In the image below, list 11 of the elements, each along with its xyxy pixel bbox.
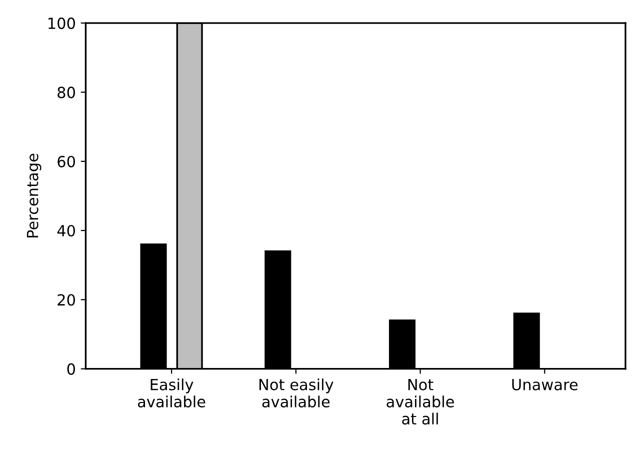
x-tick-label: Unaware [512, 378, 578, 390]
y-tick-label: 40 [57, 224, 75, 237]
y-tick-label: 60 [58, 156, 75, 168]
y-tick-label: 20 [58, 294, 75, 306]
x-tick-label: Not easily available [259, 378, 334, 408]
x-tick-label: Easily available [138, 378, 206, 408]
y-tick-label: 0 [67, 363, 75, 375]
y-tick-label: 80 [58, 86, 75, 98]
y-axis-title: Percentage [26, 154, 42, 238]
y-tick-label: 100 [48, 18, 75, 30]
x-tick-label: Not available at all [386, 378, 454, 425]
